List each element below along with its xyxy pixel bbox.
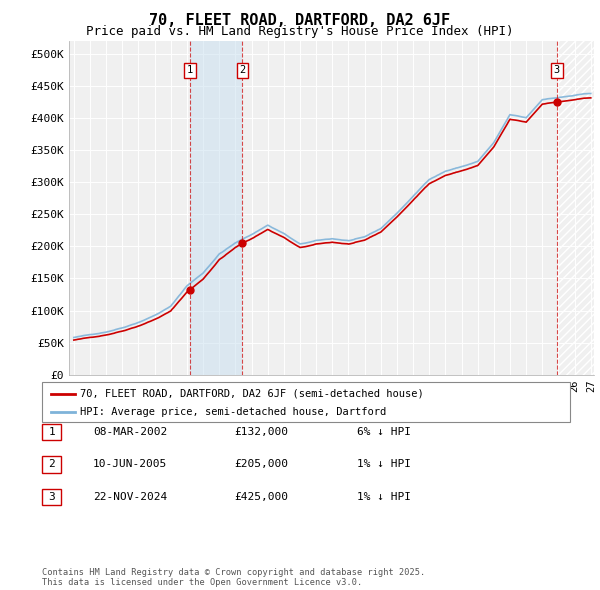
Text: 1: 1	[187, 65, 193, 75]
Text: 3: 3	[48, 492, 55, 502]
Text: 1% ↓ HPI: 1% ↓ HPI	[357, 492, 411, 502]
Text: HPI: Average price, semi-detached house, Dartford: HPI: Average price, semi-detached house,…	[80, 407, 386, 417]
Text: 70, FLEET ROAD, DARTFORD, DA2 6JF: 70, FLEET ROAD, DARTFORD, DA2 6JF	[149, 13, 451, 28]
Text: 2: 2	[239, 65, 245, 75]
Text: £205,000: £205,000	[234, 460, 288, 469]
Text: 08-MAR-2002: 08-MAR-2002	[93, 427, 167, 437]
Bar	[557, 41, 594, 375]
Text: 2: 2	[48, 460, 55, 469]
Text: 22-NOV-2024: 22-NOV-2024	[93, 492, 167, 502]
Text: 70, FLEET ROAD, DARTFORD, DA2 6JF (semi-detached house): 70, FLEET ROAD, DARTFORD, DA2 6JF (semi-…	[80, 389, 424, 398]
Text: 10-JUN-2005: 10-JUN-2005	[93, 460, 167, 469]
Text: 1% ↓ HPI: 1% ↓ HPI	[357, 460, 411, 469]
Bar	[190, 41, 242, 375]
Text: 1: 1	[48, 427, 55, 437]
Text: £425,000: £425,000	[234, 492, 288, 502]
Bar	[557, 41, 594, 375]
Text: 6% ↓ HPI: 6% ↓ HPI	[357, 427, 411, 437]
Text: £132,000: £132,000	[234, 427, 288, 437]
Text: Contains HM Land Registry data © Crown copyright and database right 2025.
This d: Contains HM Land Registry data © Crown c…	[42, 568, 425, 587]
Text: Price paid vs. HM Land Registry's House Price Index (HPI): Price paid vs. HM Land Registry's House …	[86, 25, 514, 38]
Text: 3: 3	[554, 65, 560, 75]
